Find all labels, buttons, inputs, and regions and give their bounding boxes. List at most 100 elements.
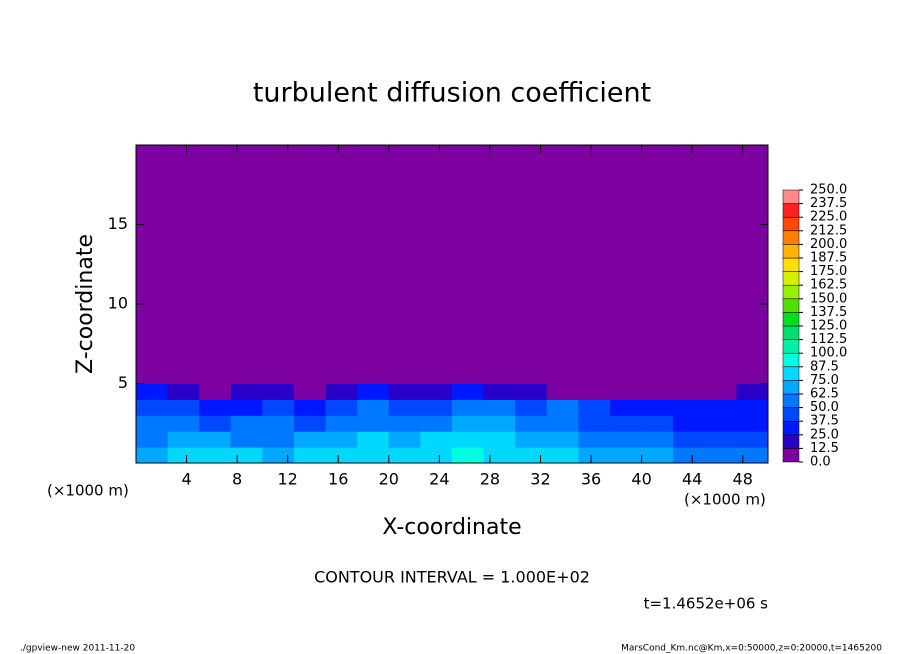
field-cell — [262, 383, 295, 400]
field-cell — [483, 447, 516, 464]
field-cell — [736, 415, 769, 432]
y-unit: (×1000 m) — [47, 482, 129, 500]
field-cell — [736, 145, 769, 384]
field-cell — [515, 415, 548, 432]
field-cell — [483, 145, 516, 384]
colorbar-band — [782, 325, 800, 340]
colorbar-band — [782, 393, 800, 408]
colorbar-band — [782, 298, 800, 313]
field-cell — [610, 145, 643, 384]
colorbar-label: 112.5 — [810, 332, 847, 347]
field-cell — [230, 415, 263, 432]
field-cell — [199, 399, 232, 416]
field-cell — [641, 415, 674, 432]
field-cell — [610, 415, 643, 432]
field-cell — [704, 415, 737, 432]
field-cell — [452, 383, 485, 400]
colorbar-label: 25.0 — [810, 427, 839, 442]
field-cell — [136, 415, 169, 432]
field-cell — [136, 447, 169, 464]
field-cell — [230, 447, 263, 464]
colorbar-band — [782, 352, 800, 368]
field-cell — [294, 447, 327, 464]
field-cell — [325, 399, 358, 416]
x-tick-label: 28 — [480, 470, 500, 489]
field-cell — [736, 447, 769, 464]
colorbar-band — [782, 244, 800, 259]
field-cell — [357, 415, 390, 432]
field-cell — [230, 431, 263, 448]
field-cell — [262, 431, 295, 448]
field-cell — [388, 447, 421, 464]
colorbar-label: 187.5 — [810, 251, 847, 266]
colorbar-label: 100.0 — [810, 346, 847, 361]
colorbar-band — [782, 189, 800, 204]
colorbar-band — [782, 216, 800, 232]
field-cell — [388, 431, 421, 448]
field-cell — [673, 447, 706, 464]
field-cell — [578, 415, 611, 432]
field-cell — [136, 431, 169, 448]
field-cell — [673, 145, 706, 384]
field-cell — [673, 383, 706, 400]
field-cell — [420, 415, 453, 432]
field-cell — [262, 399, 295, 416]
field-cell — [230, 399, 263, 416]
field-cell — [641, 145, 674, 384]
field-cell — [452, 415, 485, 432]
field-cell — [641, 447, 674, 464]
field-cell — [420, 447, 453, 464]
colorbar-band — [782, 312, 800, 327]
field-cell — [325, 145, 358, 384]
field-cell — [578, 431, 611, 448]
field-cell — [167, 431, 200, 448]
field-cell — [357, 399, 390, 416]
field-cell — [136, 383, 169, 400]
contour-note: CONTOUR INTERVAL = 1.000E+02 — [314, 568, 590, 587]
field-cell — [483, 431, 516, 448]
field-cell — [515, 383, 548, 400]
y-tick-label: 10 — [108, 294, 128, 313]
field-cell — [673, 399, 706, 416]
field-cell — [230, 145, 263, 384]
x-tick-label: 32 — [530, 470, 550, 489]
x-axis-label: X-coordinate — [382, 515, 521, 540]
field-cell — [452, 399, 485, 416]
field-cell — [515, 145, 548, 384]
x-tick-label: 48 — [733, 470, 753, 489]
field-cell — [673, 431, 706, 448]
field-cell — [610, 431, 643, 448]
colorbar-label: 150.0 — [810, 291, 847, 306]
field-cell — [294, 431, 327, 448]
field-cell — [420, 383, 453, 400]
field-cell — [610, 383, 643, 400]
field-cell — [167, 145, 200, 384]
y-axis-label: Z-coordinate — [73, 234, 98, 374]
colorbar-band — [782, 271, 800, 286]
field-cell — [199, 431, 232, 448]
y-tick-label: 15 — [108, 214, 128, 233]
x-tick-label: 16 — [328, 470, 348, 489]
field-cell — [167, 447, 200, 464]
x-tick-label: 8 — [232, 470, 242, 489]
x-tick-label: 20 — [379, 470, 399, 489]
colorbar-label: 237.5 — [810, 196, 847, 211]
colorbar-label: 37.5 — [810, 414, 839, 429]
field-cell — [294, 145, 327, 384]
field-cell — [452, 431, 485, 448]
field-cell — [641, 399, 674, 416]
field-cell — [136, 145, 169, 384]
field-cell — [578, 383, 611, 400]
field-cell — [167, 383, 200, 400]
x-tick-label: 44 — [682, 470, 702, 489]
field-cell — [483, 415, 516, 432]
field-cell — [262, 145, 295, 384]
field-cell — [325, 447, 358, 464]
field-cell — [704, 431, 737, 448]
x-tick-label: 40 — [631, 470, 651, 489]
colorbar-label: 175.0 — [810, 264, 847, 279]
field-cell — [357, 145, 390, 384]
field-cell — [294, 415, 327, 432]
field-cell — [736, 399, 769, 416]
y-tick-label: 5 — [118, 373, 128, 392]
